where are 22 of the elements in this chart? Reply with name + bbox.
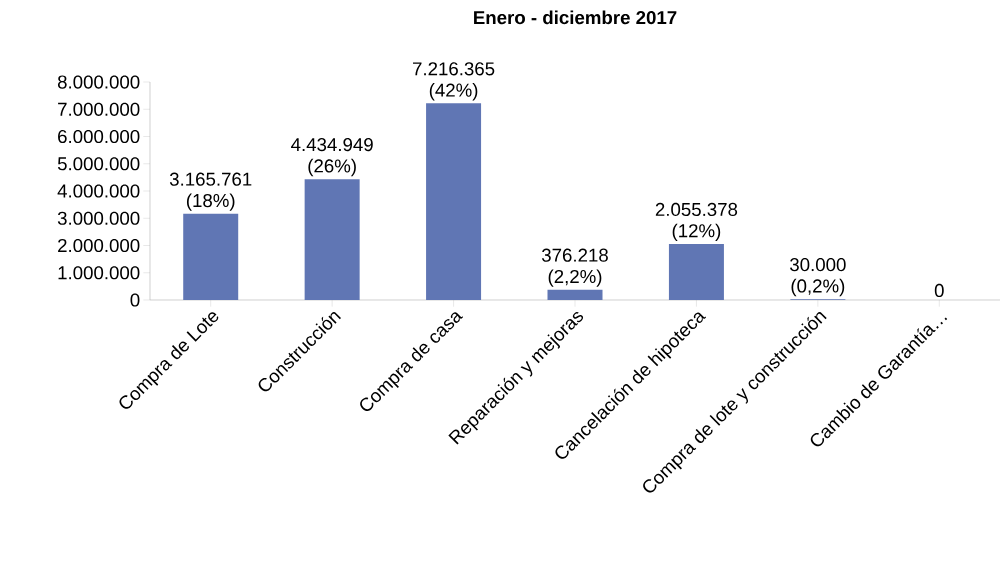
data-label: 3.165.761 (18%) [169,172,252,211]
y-tick-label: 5.000.000 [57,157,140,171]
y-tick-label: 4.000.000 [57,184,140,198]
bar [668,243,724,300]
y-tick-label: 2.000.000 [58,238,140,253]
y-tick-label: 0 [130,293,140,307]
chart-title: Enero - diciembre 2017 [474,10,677,25]
y-tick-label: 8.000.000 [57,75,140,89]
y-tick-label: 7.000.000 [58,102,140,116]
data-label: 0 [934,283,944,298]
data-label: 30.000 (0,2%) [790,258,846,297]
data-label: 7.216.365 (42%) [413,62,495,101]
y-tick-label: 6.000.000 [58,129,140,144]
bar [547,289,603,300]
y-tick-label: 1.000.000 [58,266,140,280]
data-label: 4.434.949 (26%) [291,137,373,177]
data-label: 376.218 (2,2%) [541,248,608,287]
bar [304,179,360,300]
y-tick-label: 3.000.000 [57,211,140,225]
bar [183,213,239,300]
data-label: 2.055.378 (12%) [655,202,738,242]
bar [426,103,482,300]
